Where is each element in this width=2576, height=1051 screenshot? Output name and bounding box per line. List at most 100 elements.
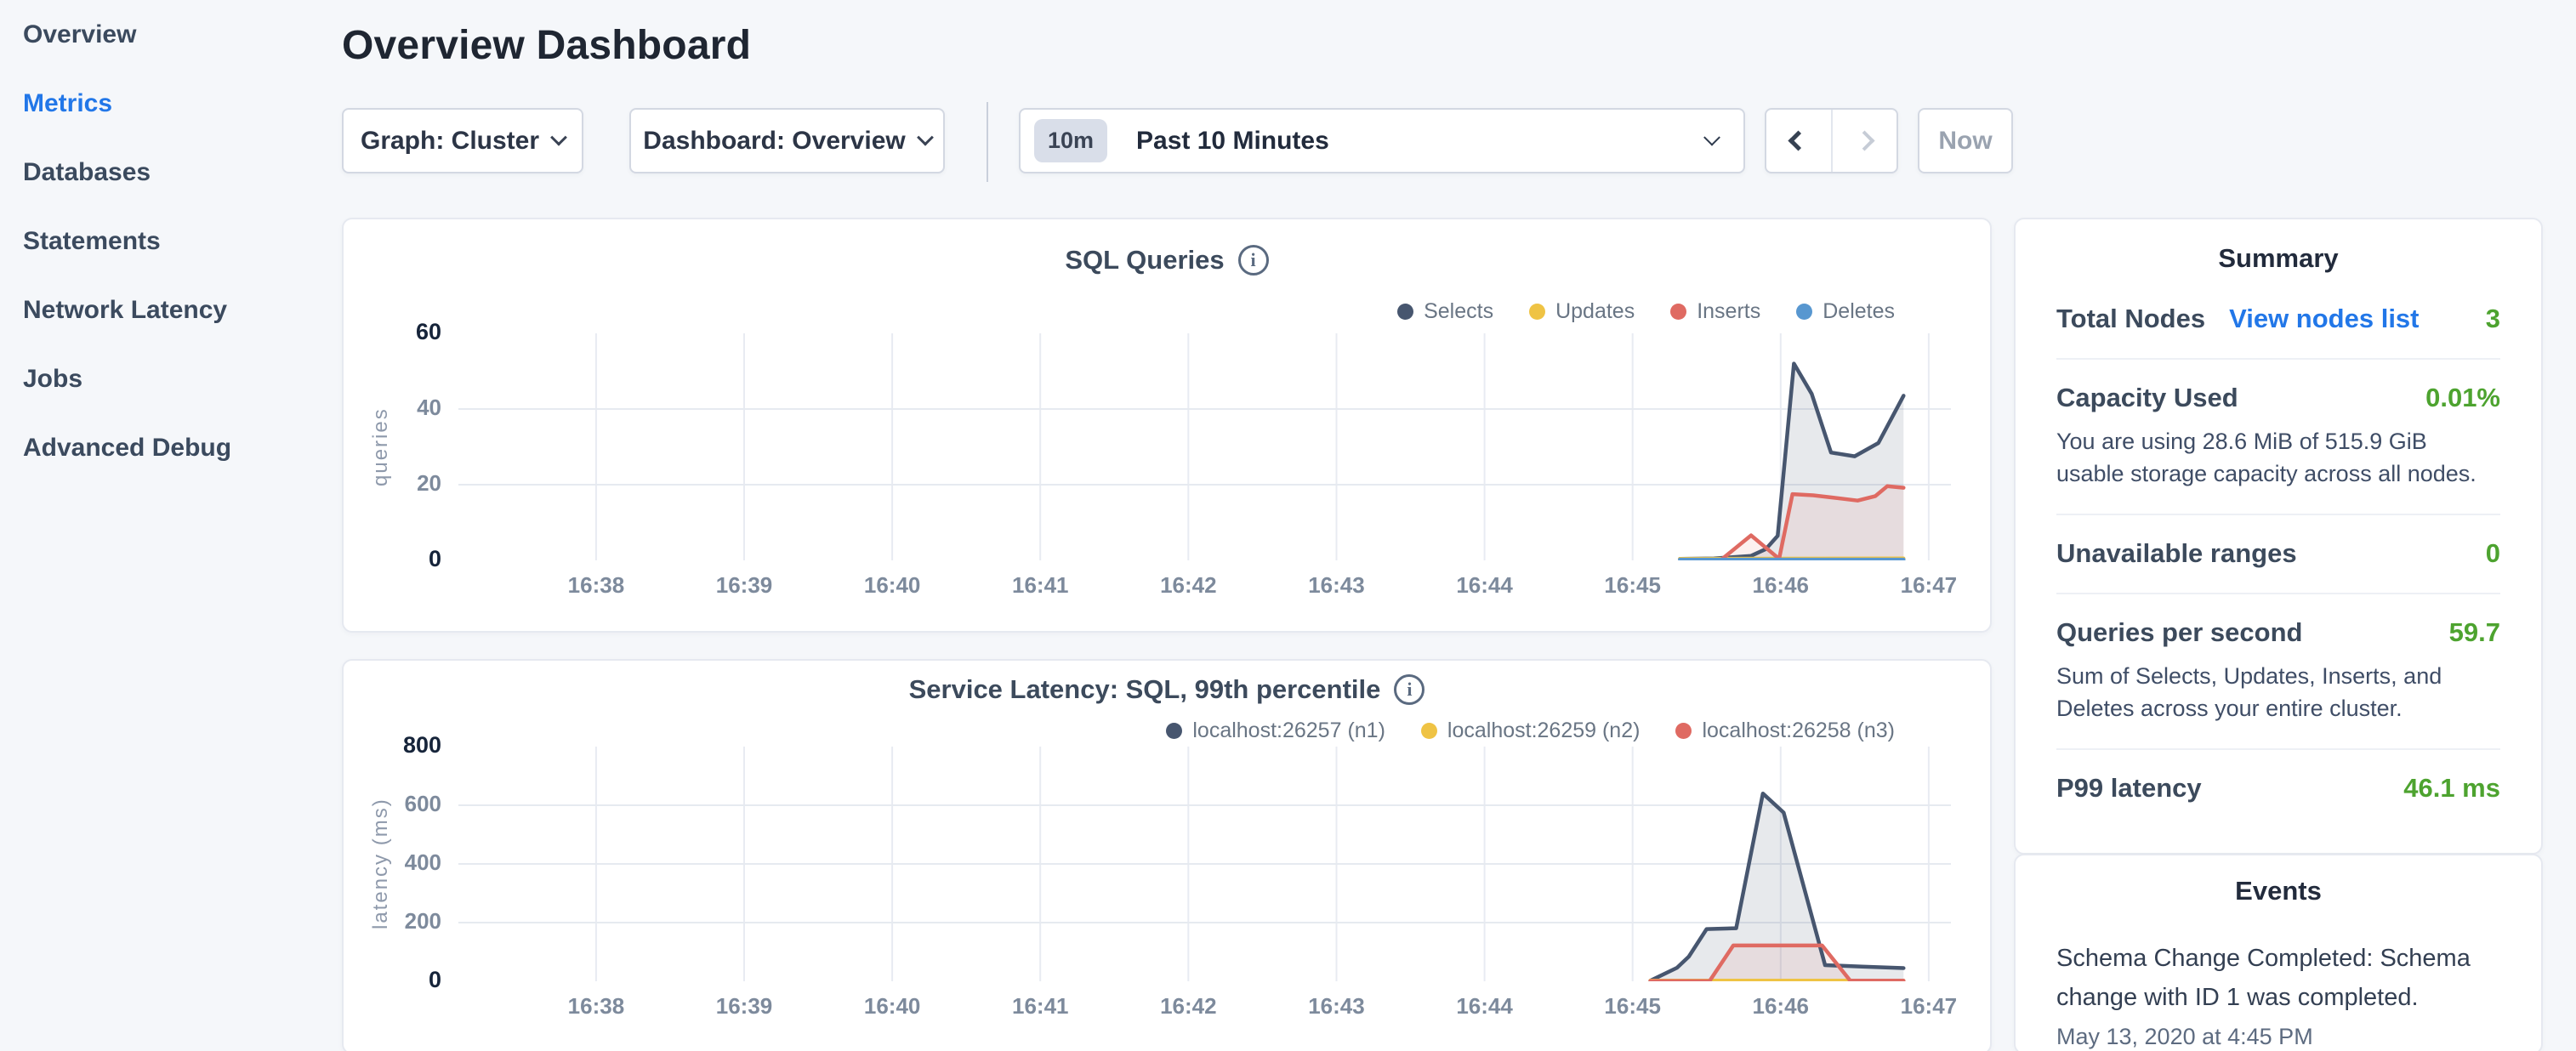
chevron-left-icon bbox=[1788, 130, 1809, 151]
y-tick-label: 800 bbox=[356, 732, 441, 758]
y-tick-label: 40 bbox=[356, 395, 441, 421]
x-tick-label: 16:43 bbox=[1285, 572, 1387, 599]
summary-value: 59.7 bbox=[2449, 617, 2500, 648]
graph-dropdown[interactable]: Graph: Cluster bbox=[342, 108, 583, 173]
summary-value: 3 bbox=[2486, 304, 2500, 334]
page-title: Overview Dashboard bbox=[342, 22, 751, 69]
service-latency-chart-card: Service Latency: SQL, 99th percentile i … bbox=[342, 659, 1992, 1051]
summary-label: Unavailable ranges bbox=[2056, 538, 2297, 569]
x-tick-label: 16:41 bbox=[989, 572, 1091, 599]
chevron-right-icon bbox=[1854, 130, 1874, 151]
chart-legend: Selects Updates Inserts Deletes bbox=[1397, 299, 1895, 324]
summary-description: Sum of Selects, Updates, Inserts, and De… bbox=[2056, 660, 2500, 724]
legend-dot-icon bbox=[1166, 723, 1182, 739]
summary-row-total-nodes: Total Nodes View nodes list 3 bbox=[2056, 281, 2500, 360]
view-nodes-link[interactable]: View nodes list bbox=[2229, 304, 2419, 334]
chevron-down-icon bbox=[1703, 128, 1720, 145]
legend-dot-icon bbox=[1397, 304, 1413, 320]
y-tick-label: 20 bbox=[356, 470, 441, 497]
x-tick-label: 16:38 bbox=[545, 572, 647, 599]
dashboard-dropdown[interactable]: Dashboard: Overview bbox=[629, 108, 945, 173]
info-icon[interactable]: i bbox=[1394, 674, 1424, 705]
x-tick-label: 16:45 bbox=[1582, 572, 1684, 599]
x-tick-label: 16:46 bbox=[1730, 993, 1832, 1020]
legend-dot-icon bbox=[1529, 304, 1545, 320]
time-range-label: Past 10 Minutes bbox=[1136, 127, 1329, 156]
legend-item: Inserts bbox=[1670, 299, 1760, 324]
legend-item: Updates bbox=[1529, 299, 1635, 324]
x-tick-label: 16:39 bbox=[693, 572, 795, 599]
summary-panel: Summary Total Nodes View nodes list 3 Ca… bbox=[2014, 218, 2543, 855]
chevron-down-icon bbox=[550, 128, 567, 145]
x-tick-label: 16:41 bbox=[989, 993, 1091, 1020]
summary-value: 0 bbox=[2486, 538, 2500, 569]
y-tick-label: 400 bbox=[356, 849, 441, 876]
summary-row-queries-per-second: Queries per second 59.7 Sum of Selects, … bbox=[2056, 594, 2500, 750]
event-timestamp: May 13, 2020 at 4:45 PM bbox=[2056, 1024, 2500, 1050]
chevron-down-icon bbox=[917, 128, 934, 145]
x-tick-label: 16:47 bbox=[1878, 572, 1980, 599]
summary-label: Capacity Used bbox=[2056, 383, 2238, 413]
sql-queries-chart-card: SQL Queries i Selects Updates Inserts Delet… bbox=[342, 218, 1992, 633]
dashboard-dropdown-label: Dashboard: Overview bbox=[643, 127, 905, 156]
time-pager bbox=[1765, 108, 1898, 173]
graph-dropdown-label: Graph: Cluster bbox=[361, 127, 539, 156]
app-root: Overview Metrics Databases Statements Ne… bbox=[0, 0, 2576, 1051]
x-tick-label: 16:44 bbox=[1434, 993, 1536, 1020]
legend-dot-icon bbox=[1670, 304, 1686, 320]
sidebar-item-jobs[interactable]: Jobs bbox=[23, 344, 329, 413]
time-prev-button[interactable] bbox=[1766, 110, 1833, 172]
x-tick-label: 16:40 bbox=[841, 572, 943, 599]
chart-legend: localhost:26257 (n1) localhost:26259 (n2)… bbox=[1166, 719, 1895, 743]
sidebar-item-overview[interactable]: Overview bbox=[23, 0, 329, 69]
summary-label: Queries per second bbox=[2056, 617, 2302, 648]
time-next-button[interactable] bbox=[1833, 110, 1897, 172]
legend-dot-icon bbox=[1421, 723, 1437, 739]
y-axis-label: queries bbox=[369, 333, 393, 560]
summary-description: You are using 28.6 MiB of 515.9 GiB usab… bbox=[2056, 425, 2500, 490]
sidebar-item-network-latency[interactable]: Network Latency bbox=[23, 276, 329, 344]
x-tick-label: 16:46 bbox=[1730, 572, 1832, 599]
chart-plot[interactable] bbox=[458, 333, 1951, 560]
event-item[interactable]: Schema Change Completed: Schema change w… bbox=[2056, 939, 2500, 1050]
legend-item: localhost:26257 (n1) bbox=[1166, 719, 1385, 743]
x-tick-label: 16:44 bbox=[1434, 572, 1536, 599]
chart-title: SQL Queries bbox=[1065, 245, 1224, 276]
event-text: Schema Change Completed: Schema change w… bbox=[2056, 939, 2500, 1017]
legend-item: localhost:26259 (n2) bbox=[1421, 719, 1641, 743]
chart-plot[interactable] bbox=[458, 747, 1951, 981]
sidebar-item-statements[interactable]: Statements bbox=[23, 207, 329, 276]
summary-label: Total Nodes bbox=[2056, 304, 2205, 334]
sidebar-item-advanced-debug[interactable]: Advanced Debug bbox=[23, 413, 329, 482]
events-panel: Events Schema Change Completed: Schema c… bbox=[2014, 854, 2543, 1051]
summary-label: P99 latency bbox=[2056, 773, 2202, 804]
y-tick-label: 600 bbox=[356, 791, 441, 817]
y-tick-label: 200 bbox=[356, 908, 441, 935]
sidebar: Overview Metrics Databases Statements Ne… bbox=[23, 0, 329, 482]
info-icon[interactable]: i bbox=[1238, 245, 1269, 276]
legend-item: localhost:26258 (n3) bbox=[1675, 719, 1895, 743]
sidebar-item-metrics[interactable]: Metrics bbox=[23, 69, 329, 138]
x-tick-label: 16:38 bbox=[545, 993, 647, 1020]
y-tick-label: 60 bbox=[356, 319, 441, 345]
now-button[interactable]: Now bbox=[1918, 108, 2013, 173]
legend-dot-icon bbox=[1675, 723, 1692, 739]
summary-row-capacity-used: Capacity Used 0.01% You are using 28.6 M… bbox=[2056, 360, 2500, 515]
legend-item: Deletes bbox=[1796, 299, 1895, 324]
y-tick-label: 0 bbox=[356, 967, 441, 993]
chart-title: Service Latency: SQL, 99th percentile bbox=[909, 674, 1381, 705]
x-tick-label: 16:43 bbox=[1285, 993, 1387, 1020]
y-tick-label: 0 bbox=[356, 546, 441, 572]
time-range-dropdown[interactable]: 10m Past 10 Minutes bbox=[1019, 108, 1745, 173]
x-tick-label: 16:47 bbox=[1878, 993, 1980, 1020]
x-tick-label: 16:42 bbox=[1137, 993, 1239, 1020]
x-tick-label: 16:45 bbox=[1582, 993, 1684, 1020]
time-range-badge: 10m bbox=[1034, 119, 1107, 162]
sidebar-item-databases[interactable]: Databases bbox=[23, 138, 329, 207]
x-tick-label: 16:39 bbox=[693, 993, 795, 1020]
summary-value: 46.1 ms bbox=[2403, 773, 2500, 804]
events-title: Events bbox=[2056, 876, 2500, 906]
x-tick-label: 16:40 bbox=[841, 993, 943, 1020]
legend-item: Selects bbox=[1397, 299, 1493, 324]
summary-value: 0.01% bbox=[2425, 383, 2500, 413]
